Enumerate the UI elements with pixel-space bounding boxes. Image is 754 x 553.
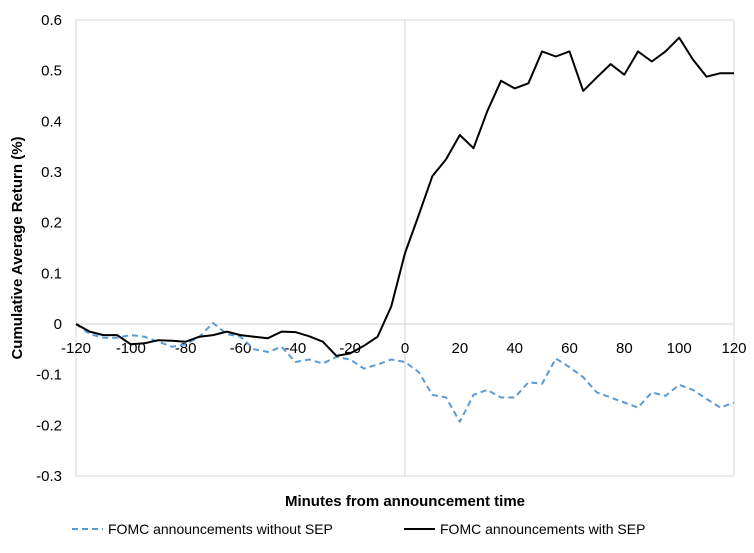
plot-area (75, 19, 735, 477)
x-tick-label: 40 (506, 340, 523, 357)
x-tick-label: -60 (230, 340, 252, 357)
series-line-with-sep (75, 36, 734, 357)
x-tick-label: 100 (667, 340, 692, 357)
x-tick-label: -20 (339, 340, 361, 357)
y-tick-label: -0.3 (36, 468, 62, 485)
series-lines (75, 36, 735, 423)
y-tick-label: 0.3 (41, 164, 62, 181)
x-tick-label: 20 (451, 340, 468, 357)
x-tick-label: -80 (175, 340, 197, 357)
x-tick-label: -120 (61, 340, 91, 357)
x-tick-label: 80 (616, 340, 633, 357)
legend-label-without-sep: FOMC announcements without SEP (108, 521, 333, 537)
y-tick-label: 0 (54, 316, 62, 333)
y-tick-label: -0.1 (36, 367, 62, 384)
y-tick-label: 0.2 (41, 215, 62, 232)
y-tick-label: 0.4 (41, 113, 62, 130)
y-tick-label: -0.2 (36, 417, 62, 434)
y-tick-labels: 0.6 0.5 0.4 0.3 0.2 0.1 0 -0.1 -0.2 -0.3 (36, 12, 62, 485)
legend: FOMC announcements without SEP FOMC anno… (72, 521, 645, 537)
y-tick-label: 0.5 (41, 63, 62, 80)
y-tick-label: 0.6 (41, 12, 62, 29)
x-tick-labels: -120 -100 -80 -60 -40 -20 0 20 40 60 80 100 120 (61, 340, 747, 357)
y-axis-title: Cumulative Average Return (%) (9, 136, 26, 359)
series-line-without-sep (75, 322, 735, 423)
x-tick-label: -40 (284, 340, 306, 357)
x-tick-label: 0 (401, 340, 409, 357)
x-axis-title: Minutes from announcement time (285, 493, 525, 510)
x-tick-label: 120 (721, 340, 746, 357)
y-tick-label: 0.1 (41, 265, 62, 282)
x-tick-label: 60 (561, 340, 578, 357)
legend-label-with-sep: FOMC announcements with SEP (440, 521, 645, 537)
